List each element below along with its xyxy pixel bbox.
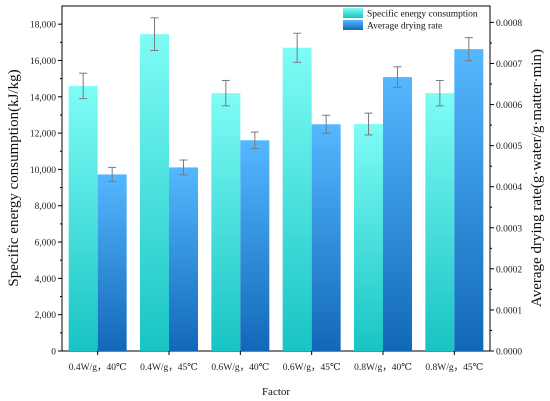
bar-energy-3 bbox=[282, 47, 312, 352]
y-right-tick-label-3: 0.0003 bbox=[496, 224, 522, 234]
x-tick-label-5: 0.8W/g，45℃ bbox=[425, 363, 483, 373]
bar-energy-2 bbox=[211, 93, 241, 351]
bar-energy-4 bbox=[354, 124, 383, 352]
legend: Specific energy consumption Average dryin… bbox=[343, 8, 478, 32]
y-right-tick-label-8: 0.0008 bbox=[496, 19, 522, 29]
y-left-tick-label-3: 6,000 bbox=[35, 239, 57, 249]
bar-rate-1 bbox=[169, 167, 198, 351]
y-right-tick-label-2: 0.0002 bbox=[496, 265, 522, 275]
legend-swatch-1 bbox=[343, 20, 363, 30]
legend-label-1: Average drying rate bbox=[367, 22, 442, 32]
y-left-tick-label-9: 18,000 bbox=[30, 21, 56, 31]
y-right-tick-label-4: 0.0004 bbox=[496, 183, 522, 193]
y-left-tick-label-5: 10,000 bbox=[30, 166, 56, 176]
y-right-tick-label-5: 0.0005 bbox=[496, 142, 522, 152]
y-left-tick-label-8: 16,000 bbox=[30, 57, 56, 67]
axes-layer: 0.4W/g，40℃ 0.4W/g，45℃ 0.6W/g，40℃ 0.6W/g，45℃… bbox=[30, 19, 523, 373]
y-left-tick-label-7: 14,000 bbox=[30, 93, 56, 103]
bar-energy-5 bbox=[425, 93, 455, 351]
legend-swatch-0 bbox=[343, 8, 363, 18]
x-axis-label: Factor bbox=[262, 386, 290, 398]
y-axis-right-label: Average drying rate(g·water/g·matter·min… bbox=[529, 49, 545, 307]
y-right-tick-label-1: 0.0001 bbox=[496, 306, 522, 316]
legend-label-0: Specific energy consumption bbox=[367, 9, 478, 20]
bar-rate-4 bbox=[383, 77, 412, 351]
y-axis-left-label: Specific energy consumption(kJ/kg) bbox=[6, 69, 22, 286]
x-tick-label-1: 0.4W/g，45℃ bbox=[140, 363, 198, 373]
error-bars-layer bbox=[79, 17, 473, 182]
y-left-tick-label-0: 0 bbox=[51, 348, 56, 358]
y-left-tick-label-2: 4,000 bbox=[35, 275, 57, 285]
y-left-tick-label-1: 2,000 bbox=[35, 311, 57, 321]
y-right-tick-label-0: 0.0000 bbox=[496, 348, 522, 358]
x-tick-label-4: 0.8W/g，40℃ bbox=[354, 363, 412, 373]
bar-rate-5 bbox=[454, 49, 484, 351]
plot-area bbox=[61, 5, 491, 352]
x-tick-label-3: 0.6W/g，45℃ bbox=[283, 363, 341, 373]
bar-energy-1 bbox=[140, 34, 169, 351]
y-right-tick-label-6: 0.0006 bbox=[496, 101, 522, 111]
bar-rate-0 bbox=[97, 174, 127, 351]
bars-layer bbox=[68, 34, 484, 352]
y-left-tick-label-6: 12,000 bbox=[30, 130, 56, 140]
y-right-tick-label-7: 0.0007 bbox=[496, 60, 522, 70]
bar-rate-2 bbox=[240, 140, 270, 351]
bar-rate-3 bbox=[311, 124, 341, 352]
y-left-tick-label-4: 8,000 bbox=[35, 202, 57, 212]
x-tick-label-2: 0.6W/g，40℃ bbox=[211, 363, 269, 373]
x-tick-label-0: 0.4W/g，40℃ bbox=[69, 363, 127, 373]
bar-energy-0 bbox=[68, 85, 98, 351]
